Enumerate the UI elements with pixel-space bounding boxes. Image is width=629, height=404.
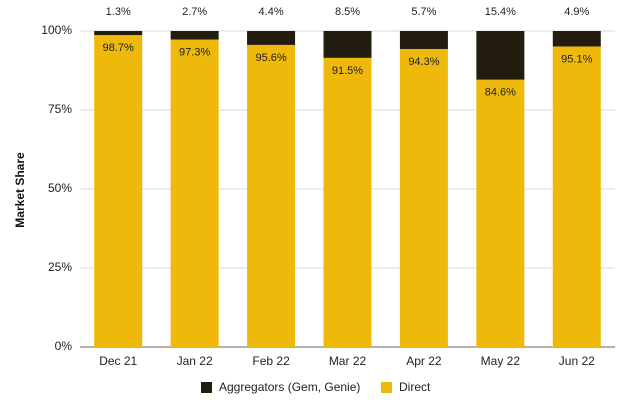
bar-aggregators	[323, 31, 372, 58]
legend-swatch-direct	[381, 382, 392, 393]
data-label-direct: 95.6%	[255, 52, 286, 64]
data-label-direct: 97.3%	[179, 46, 210, 58]
data-label-direct: 95.1%	[561, 53, 592, 65]
y-axis-label: Market Share	[13, 152, 27, 228]
legend-swatch-aggregators	[201, 382, 212, 393]
legend-label-aggregators: Aggregators (Gem, Genie)	[219, 380, 360, 394]
x-tick-label: Jun 22	[559, 354, 595, 368]
x-tick-label: Jan 22	[177, 354, 213, 368]
x-tick-label: Apr 22	[406, 354, 442, 368]
bar-aggregators	[399, 31, 448, 50]
legend-label-direct: Direct	[399, 380, 431, 394]
data-label-aggregators: 4.9%	[564, 6, 589, 18]
y-tick-label: 100%	[41, 23, 72, 37]
data-label-aggregators: 15.4%	[485, 6, 516, 18]
bar-aggregators	[476, 31, 525, 80]
aggregator-labels: 1.3% 2.7% 4.4% 8.5% 5.7% 15.4% 4.9%	[106, 6, 590, 18]
y-tick-label: 0%	[55, 339, 73, 353]
data-label-aggregators: 2.7%	[182, 6, 207, 18]
x-tick-label: Feb 22	[252, 354, 290, 368]
bar-direct	[399, 49, 448, 348]
x-tick-label: Mar 22	[329, 354, 367, 368]
y-tick-label: 25%	[48, 260, 72, 274]
bar-aggregators	[170, 31, 219, 40]
data-label-direct: 98.7%	[103, 42, 134, 54]
bar-direct	[476, 79, 525, 347]
legend: Aggregators (Gem, Genie) Direct	[201, 380, 431, 394]
bar-aggregators	[94, 31, 143, 36]
data-label-direct: 84.6%	[485, 87, 516, 99]
bar-direct	[247, 44, 296, 348]
y-tick-label: 50%	[48, 181, 72, 195]
bars: 98.7% 97.3% 95.6% 91.5% 94.3% 84.6% 95.1%	[94, 31, 601, 348]
bar-aggregators	[552, 31, 601, 47]
data-label-direct: 91.5%	[332, 65, 363, 77]
data-label-aggregators: 4.4%	[259, 6, 284, 18]
bar-direct	[552, 46, 601, 347]
data-label-aggregators: 1.3%	[106, 6, 131, 18]
x-tick-label: Dec 21	[99, 354, 137, 368]
bar-aggregators	[247, 31, 296, 45]
x-tick-label: May 22	[481, 354, 521, 368]
bar-direct	[170, 39, 219, 347]
data-label-direct: 94.3%	[408, 56, 439, 68]
data-label-aggregators: 8.5%	[335, 6, 360, 18]
data-label-aggregators: 5.7%	[411, 6, 436, 18]
bar-direct	[323, 57, 372, 348]
y-tick-label: 75%	[48, 102, 72, 116]
y-axis-ticks: 0% 25% 50% 75% 100%	[41, 23, 72, 353]
x-axis-ticks: Dec 21 Jan 22 Feb 22 Mar 22 Apr 22 May 22 Jun …	[99, 354, 595, 368]
bar-direct	[94, 35, 143, 347]
